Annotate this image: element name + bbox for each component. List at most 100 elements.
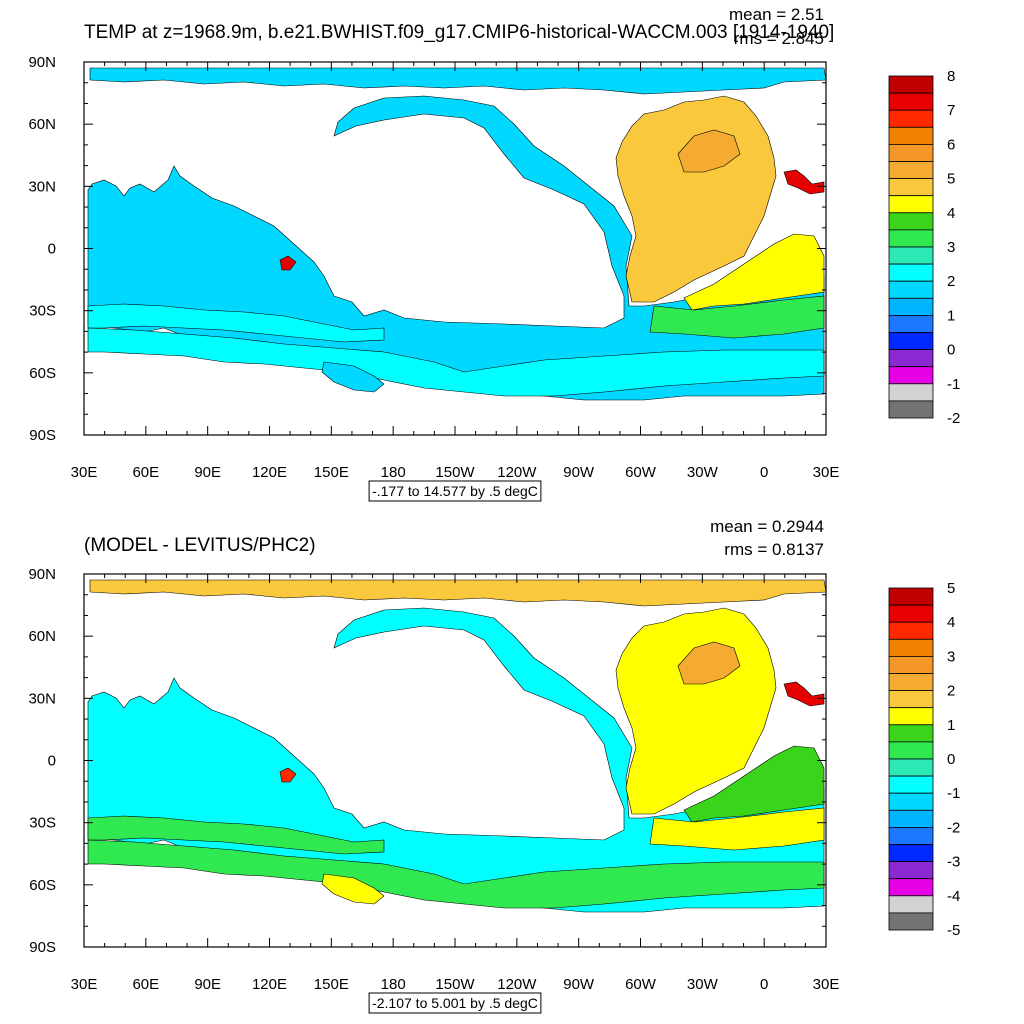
region-south-atlantic-mid [649, 807, 825, 851]
colorbar-label: 2 [947, 683, 955, 700]
x-tick-label: 0 [760, 464, 768, 481]
panel-title: TEMP at z=1968.9m, b.e21.BWHIST.f09_g17.… [84, 22, 834, 43]
colorbar-label: -1 [947, 785, 960, 802]
colorbar-box [888, 143, 934, 162]
y-tick-label: 60N [28, 628, 56, 645]
colorbar-label: 1 [947, 307, 955, 324]
colorbar-box [888, 827, 934, 845]
colorbar-box [888, 178, 934, 197]
x-tick-label: 90E [194, 464, 221, 481]
y-tick-label: 0 [48, 753, 56, 770]
colorbar: 5 4 3 2 1 0 -1 -2 -3 -4 -5 [888, 580, 960, 939]
region-labrador [677, 129, 741, 173]
colorbar-label: 8 [947, 68, 955, 85]
x-tick-label: 150E [314, 464, 349, 481]
colorbar-label: -2 [947, 410, 960, 427]
colorbar-box [888, 621, 934, 640]
colorbar-label: -2 [947, 819, 960, 836]
panel-2: (MODEL - LEVITUS/PHC2) mean = 0.2944 rms =… [28, 517, 960, 1014]
y-tick-label: 30N [28, 178, 56, 195]
colorbar-box [888, 109, 934, 128]
colorbar-box [888, 297, 934, 316]
colorbar-box [888, 366, 934, 385]
region-arctic [89, 579, 827, 607]
colorbar-box [888, 92, 934, 111]
colorbar-box [888, 792, 934, 811]
colorbar-box [888, 246, 934, 265]
colorbar-label: -5 [947, 922, 960, 939]
x-tick-label: 60E [132, 976, 159, 993]
colorbar-label: 7 [947, 102, 955, 119]
x-tick-label: 120E [252, 464, 287, 481]
x-tick-label: 120E [252, 976, 287, 993]
colorbar-box [888, 400, 934, 419]
region-mediterranean [783, 169, 825, 195]
colorbar-box [888, 280, 934, 299]
x-tick-label: 120W [497, 976, 537, 993]
colorbar-box [888, 690, 934, 709]
colorbar-box [888, 809, 934, 828]
region-antarctic-coast [321, 873, 385, 905]
region-arctic [89, 67, 827, 95]
colorbar-box [888, 912, 934, 931]
region-atlantic-tropics [683, 233, 825, 311]
colorbar-box [888, 314, 934, 333]
region-antarctic-coast [321, 361, 385, 393]
colorbar-label: 4 [947, 205, 955, 222]
contour-range-box [368, 992, 542, 1014]
map-plot [87, 579, 827, 913]
y-tick-label: 60S [29, 365, 56, 382]
y-tick-label: 90N [28, 566, 56, 583]
colorbar-box [888, 263, 934, 282]
x-tick-label: 30E [813, 464, 840, 481]
colorbar-box [888, 844, 934, 863]
colorbar-box [888, 707, 934, 726]
x-tick-label: 90W [563, 464, 595, 481]
x-tick-label: 120W [497, 464, 537, 481]
x-tick-label: 30W [687, 976, 719, 993]
colorbar-label: 0 [947, 751, 955, 768]
x-tick-label: 60W [625, 464, 657, 481]
colorbar-label: 4 [947, 614, 955, 631]
contour-range-label: -2.107 to 5.001 by .5 degC [372, 995, 538, 1011]
y-tick-label: 30N [28, 690, 56, 707]
y-tick-label: 30S [29, 815, 56, 832]
colorbar-label: -3 [947, 854, 960, 871]
x-tick-label: 180 [381, 976, 406, 993]
contour-range-box [368, 480, 542, 502]
colorbar-box [888, 724, 934, 743]
colorbar-box [888, 229, 934, 248]
colorbar-label: 2 [947, 273, 955, 290]
colorbar-box [888, 604, 934, 623]
colorbar-label: 3 [947, 648, 955, 665]
colorbar-box [888, 126, 934, 145]
colorbar-box [888, 861, 934, 880]
region-southern-north [87, 303, 385, 343]
y-tick-label: 90S [29, 939, 56, 956]
colorbar-label: 3 [947, 239, 955, 256]
region-south-atlantic-mid [649, 295, 825, 339]
colorbar-box [888, 587, 934, 606]
colorbar-label: 5 [947, 171, 955, 188]
colorbar-box [888, 758, 934, 777]
colorbar-label: -1 [947, 376, 960, 393]
colorbar-label: 5 [947, 580, 955, 597]
colorbar-box [888, 349, 934, 368]
rms-label: rms = 0.8137 [724, 540, 824, 559]
mean-label: mean = 0.2944 [710, 517, 824, 536]
region-southern-band [87, 327, 825, 397]
x-tick-label: 30E [71, 464, 98, 481]
region-labrador [677, 641, 741, 685]
y-tick-label: 0 [48, 241, 56, 258]
colorbar-label: 1 [947, 717, 955, 734]
x-tick-label: 90W [563, 976, 595, 993]
colorbar-box [888, 332, 934, 351]
x-tick-label: 60W [625, 976, 657, 993]
region-red-sea [279, 767, 297, 783]
rms-label: rms = 2.845 [734, 29, 824, 48]
colorbar-box [888, 878, 934, 897]
colorbar-box [888, 195, 934, 214]
colorbar-box [888, 161, 934, 180]
x-tick-label: 0 [760, 976, 768, 993]
contour-range-label: -.177 to 14.577 by .5 degC [372, 483, 538, 499]
